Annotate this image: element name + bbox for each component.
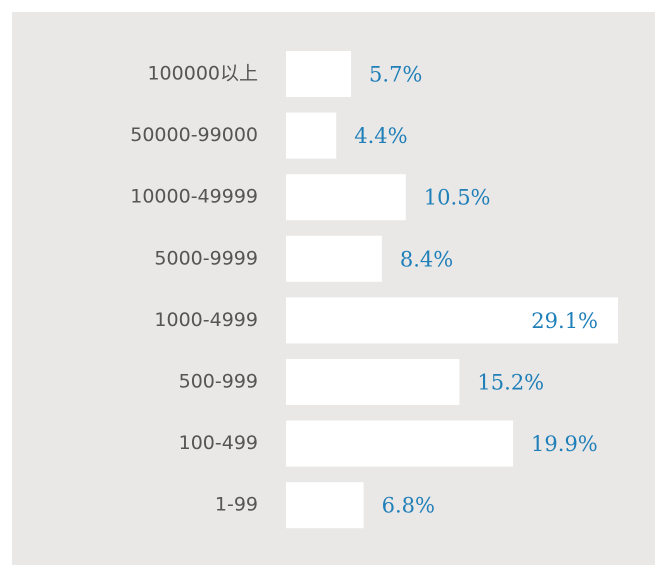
category-label: 50000-99000 <box>130 124 258 146</box>
category-label: 1-99 <box>215 494 258 516</box>
category-label: 100000以上 <box>147 63 258 85</box>
bar <box>286 482 364 529</box>
category-label: 1000-4999 <box>154 309 258 331</box>
bar <box>286 359 460 405</box>
category-label: 10000-49999 <box>130 186 258 208</box>
value-label: 4.4% <box>354 124 407 148</box>
value-label: 29.1% <box>531 309 598 333</box>
category-label: 100-499 <box>179 432 258 454</box>
bar <box>286 420 514 467</box>
value-label: 10.5% <box>424 186 491 210</box>
value-label: 5.7% <box>369 63 422 87</box>
bar <box>286 112 337 159</box>
bar <box>286 297 619 344</box>
category-label: 500-999 <box>179 371 258 393</box>
bar <box>286 235 382 282</box>
panel <box>12 12 655 565</box>
value-label: 6.8% <box>382 494 435 518</box>
value-label: 15.2% <box>477 371 544 395</box>
bar <box>286 174 406 221</box>
category-label: 5000-9999 <box>154 247 258 269</box>
value-label: 8.4% <box>400 247 453 271</box>
value-label: 19.9% <box>531 432 598 456</box>
bar <box>286 51 352 97</box>
